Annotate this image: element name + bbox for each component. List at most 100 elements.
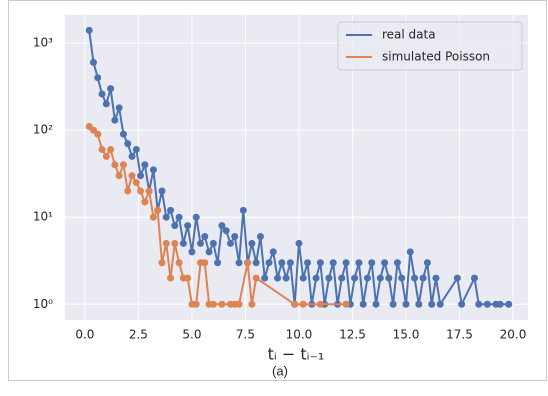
data-point <box>342 259 350 267</box>
data-point <box>111 116 119 124</box>
x-tick-label: 17.5 <box>446 328 473 342</box>
data-point <box>423 259 431 267</box>
data-point <box>102 152 110 160</box>
data-point <box>175 259 183 267</box>
data-point <box>222 227 230 235</box>
x-tick-label: 20.0 <box>500 328 527 342</box>
data-point <box>149 166 157 174</box>
data-point <box>368 259 376 267</box>
data-point <box>188 248 196 256</box>
data-point <box>265 259 273 267</box>
data-point <box>398 274 406 282</box>
data-point <box>316 259 324 267</box>
data-point <box>162 213 170 221</box>
data-point <box>428 300 436 308</box>
data-point <box>475 300 483 308</box>
data-point <box>128 172 136 180</box>
data-point <box>218 300 226 308</box>
data-point <box>167 274 175 282</box>
x-tick-label: 2.5 <box>129 328 148 342</box>
x-tick-label: 15.0 <box>393 328 420 342</box>
data-point <box>282 274 290 282</box>
data-point <box>231 233 239 241</box>
data-point <box>244 259 252 267</box>
data-point <box>102 100 110 108</box>
data-point <box>342 300 350 308</box>
data-point <box>235 259 243 267</box>
data-point <box>115 104 123 112</box>
legend-label: simulated Poisson <box>382 50 490 64</box>
legend-box <box>337 21 523 71</box>
data-point <box>107 145 115 153</box>
data-point <box>94 74 102 82</box>
data-point <box>312 274 320 282</box>
data-point <box>201 233 209 241</box>
data-point <box>98 145 106 153</box>
data-point <box>304 259 312 267</box>
frame <box>8 0 547 381</box>
data-point <box>286 259 294 267</box>
data-point <box>453 274 461 282</box>
data-point <box>248 300 256 308</box>
x-tick-label: 0.0 <box>75 328 94 342</box>
data-point <box>329 259 337 267</box>
data-point <box>363 274 371 282</box>
data-point <box>274 274 282 282</box>
data-point <box>141 198 149 206</box>
y-tick-label: 10⁰ <box>33 297 53 311</box>
data-point <box>145 187 153 195</box>
data-point <box>411 274 419 282</box>
data-point <box>196 239 204 247</box>
data-point <box>154 206 162 214</box>
x-tick-label: 5.0 <box>182 328 201 342</box>
data-point <box>381 259 389 267</box>
data-point <box>132 145 140 153</box>
data-point <box>252 274 260 282</box>
data-point <box>385 274 393 282</box>
caption: (a) <box>272 363 288 378</box>
data-point <box>107 85 115 93</box>
data-point <box>98 90 106 98</box>
data-point <box>137 187 145 195</box>
data-point <box>415 300 423 308</box>
data-point <box>256 233 264 241</box>
data-point <box>171 222 179 230</box>
data-point <box>137 172 145 180</box>
x-tick-label: 12.5 <box>339 328 366 342</box>
data-point <box>218 222 226 230</box>
data-point <box>393 259 401 267</box>
data-point <box>295 239 303 247</box>
data-point <box>355 259 363 267</box>
data-point <box>239 206 247 214</box>
data-point <box>214 259 222 267</box>
data-point <box>192 300 200 308</box>
data-point <box>269 248 277 256</box>
data-point <box>325 274 333 282</box>
data-point <box>261 274 269 282</box>
data-point <box>316 300 324 308</box>
data-point <box>338 274 346 282</box>
x-tick-label: 7.5 <box>236 328 255 342</box>
data-point <box>299 274 307 282</box>
data-point <box>406 248 414 256</box>
data-point <box>436 300 444 308</box>
data-point <box>432 274 440 282</box>
data-point <box>372 300 380 308</box>
data-point <box>158 187 166 195</box>
data-point <box>175 213 183 221</box>
data-point <box>115 172 123 180</box>
data-point <box>119 161 127 169</box>
y-tick-label: 10³ <box>33 36 53 50</box>
data-point <box>89 58 97 66</box>
data-point <box>128 152 136 160</box>
data-point <box>179 239 187 247</box>
y-tick-label: 10² <box>33 123 53 137</box>
legend-label: real data <box>382 28 436 42</box>
data-point <box>158 259 166 267</box>
data-point <box>162 239 170 247</box>
data-point <box>141 161 149 169</box>
data-point <box>458 300 466 308</box>
data-point <box>192 213 200 221</box>
data-point <box>132 179 140 187</box>
x-tick-label: 10.0 <box>286 328 313 342</box>
